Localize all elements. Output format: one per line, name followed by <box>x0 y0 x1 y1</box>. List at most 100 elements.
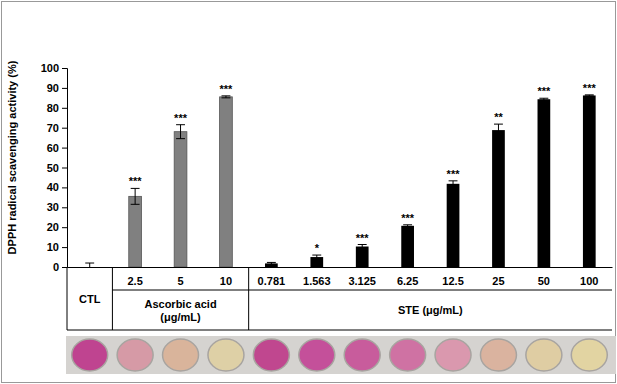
significance: *** <box>401 212 415 224</box>
well <box>480 339 516 371</box>
table-line <box>249 290 612 291</box>
y-tick: 90 <box>47 82 67 94</box>
y-tick: 60 <box>47 142 67 154</box>
group-label: STE (μg/mL) <box>398 304 463 316</box>
error-bar <box>85 263 94 267</box>
x-tick-label: 10 <box>220 275 232 287</box>
y-tick-mark <box>62 247 67 248</box>
significance: *** <box>583 82 597 94</box>
x-tick-label: 5 <box>177 275 183 287</box>
x-tick: 12.5 <box>442 267 463 287</box>
y-tick-label: 20 <box>47 221 59 233</box>
error-cap <box>539 98 548 99</box>
bar <box>220 97 233 267</box>
error-cap <box>358 248 367 249</box>
error-cap <box>267 264 276 265</box>
error-cap <box>85 263 94 264</box>
error-cap <box>312 255 321 256</box>
significance: *** <box>174 112 188 124</box>
y-tick: 10 <box>47 241 67 253</box>
well <box>344 339 380 371</box>
y-tick-label: 10 <box>47 241 59 253</box>
chart: 0102030405060708090100DPPH radical scave… <box>0 0 617 384</box>
error-cap <box>585 94 594 95</box>
table-line <box>67 330 612 331</box>
bar <box>538 99 551 267</box>
error-bar <box>539 98 548 100</box>
x-tick-label: 12.5 <box>442 275 463 287</box>
y-tick-mark <box>62 108 67 109</box>
x-tick: 3.125 <box>348 267 376 287</box>
error-cap <box>494 136 503 137</box>
well <box>117 339 153 371</box>
x-tick: 0.781 <box>258 267 286 287</box>
table-line <box>248 267 249 330</box>
x-tick: 100 <box>580 267 598 287</box>
y-tick-mark <box>62 128 67 129</box>
error-cap <box>131 204 140 205</box>
error-cap <box>585 96 594 97</box>
table-line <box>112 267 113 330</box>
x-tick-label: 3.125 <box>348 275 376 287</box>
error-bar <box>358 245 367 249</box>
y-tick-label: 100 <box>41 62 59 74</box>
significance: ** <box>494 111 503 123</box>
y-tick-mark <box>62 227 67 228</box>
x-tick: 50 <box>538 267 550 287</box>
y-tick-label: 40 <box>47 181 59 193</box>
bar <box>447 184 460 267</box>
well <box>390 339 426 371</box>
well <box>526 339 562 371</box>
bar <box>583 95 596 267</box>
error-stem <box>453 181 454 187</box>
bars <box>85 95 595 267</box>
error-cap <box>403 224 412 225</box>
category-table: CTL Ascorbic acid(μg/mL) STE (μg/mL) <box>67 267 612 330</box>
error-stem <box>498 124 499 136</box>
y-tick-mark <box>62 68 67 69</box>
well <box>299 339 335 371</box>
x-tick-label: 0.781 <box>258 275 286 287</box>
error-stem <box>316 255 317 259</box>
photo-background <box>66 336 616 374</box>
error-stem <box>180 125 181 139</box>
y-tick-label: 90 <box>47 82 59 94</box>
y-tick: 100 <box>41 62 67 74</box>
x-tick-label: 50 <box>538 275 550 287</box>
well <box>208 339 244 371</box>
y-tick-mark <box>62 267 67 268</box>
error-bar <box>267 262 276 264</box>
bar <box>401 226 414 267</box>
x-tick-label: 100 <box>580 275 598 287</box>
significance: * <box>315 242 320 254</box>
error-cap <box>312 259 321 260</box>
error-cap <box>539 100 548 101</box>
group-label: Ascorbic acid <box>144 298 216 310</box>
table-line <box>112 290 248 291</box>
well <box>163 339 199 371</box>
x-tick: 25 <box>492 267 504 287</box>
error-stem <box>89 263 90 267</box>
y-tick-mark <box>62 88 67 89</box>
x-tick-label: 6.25 <box>397 275 418 287</box>
significance: *** <box>356 232 370 244</box>
y-tick-label: 30 <box>47 201 59 213</box>
error-bar <box>312 255 321 259</box>
y-tick: 80 <box>47 102 67 114</box>
bar <box>310 257 323 267</box>
x-axis-line <box>68 267 613 268</box>
group-label: (μg/mL) <box>160 311 201 323</box>
error-cap <box>449 180 458 181</box>
y-tick-label: 80 <box>47 102 59 114</box>
y-tick-mark <box>62 187 67 188</box>
error-bar <box>449 181 458 187</box>
error-bar <box>176 125 185 139</box>
x-tick: 1.563 <box>303 267 331 287</box>
bar <box>356 247 369 267</box>
error-cap <box>449 186 458 187</box>
y-axis: 0102030405060708090100 <box>41 62 68 273</box>
x-axis: 2.5 5 10 0.781 1.563 3.125 6.25 12.5 25 50 100 <box>68 267 613 287</box>
x-tick-label: 2.5 <box>127 275 142 287</box>
group-label: CTL <box>79 293 101 305</box>
bar <box>174 132 187 267</box>
